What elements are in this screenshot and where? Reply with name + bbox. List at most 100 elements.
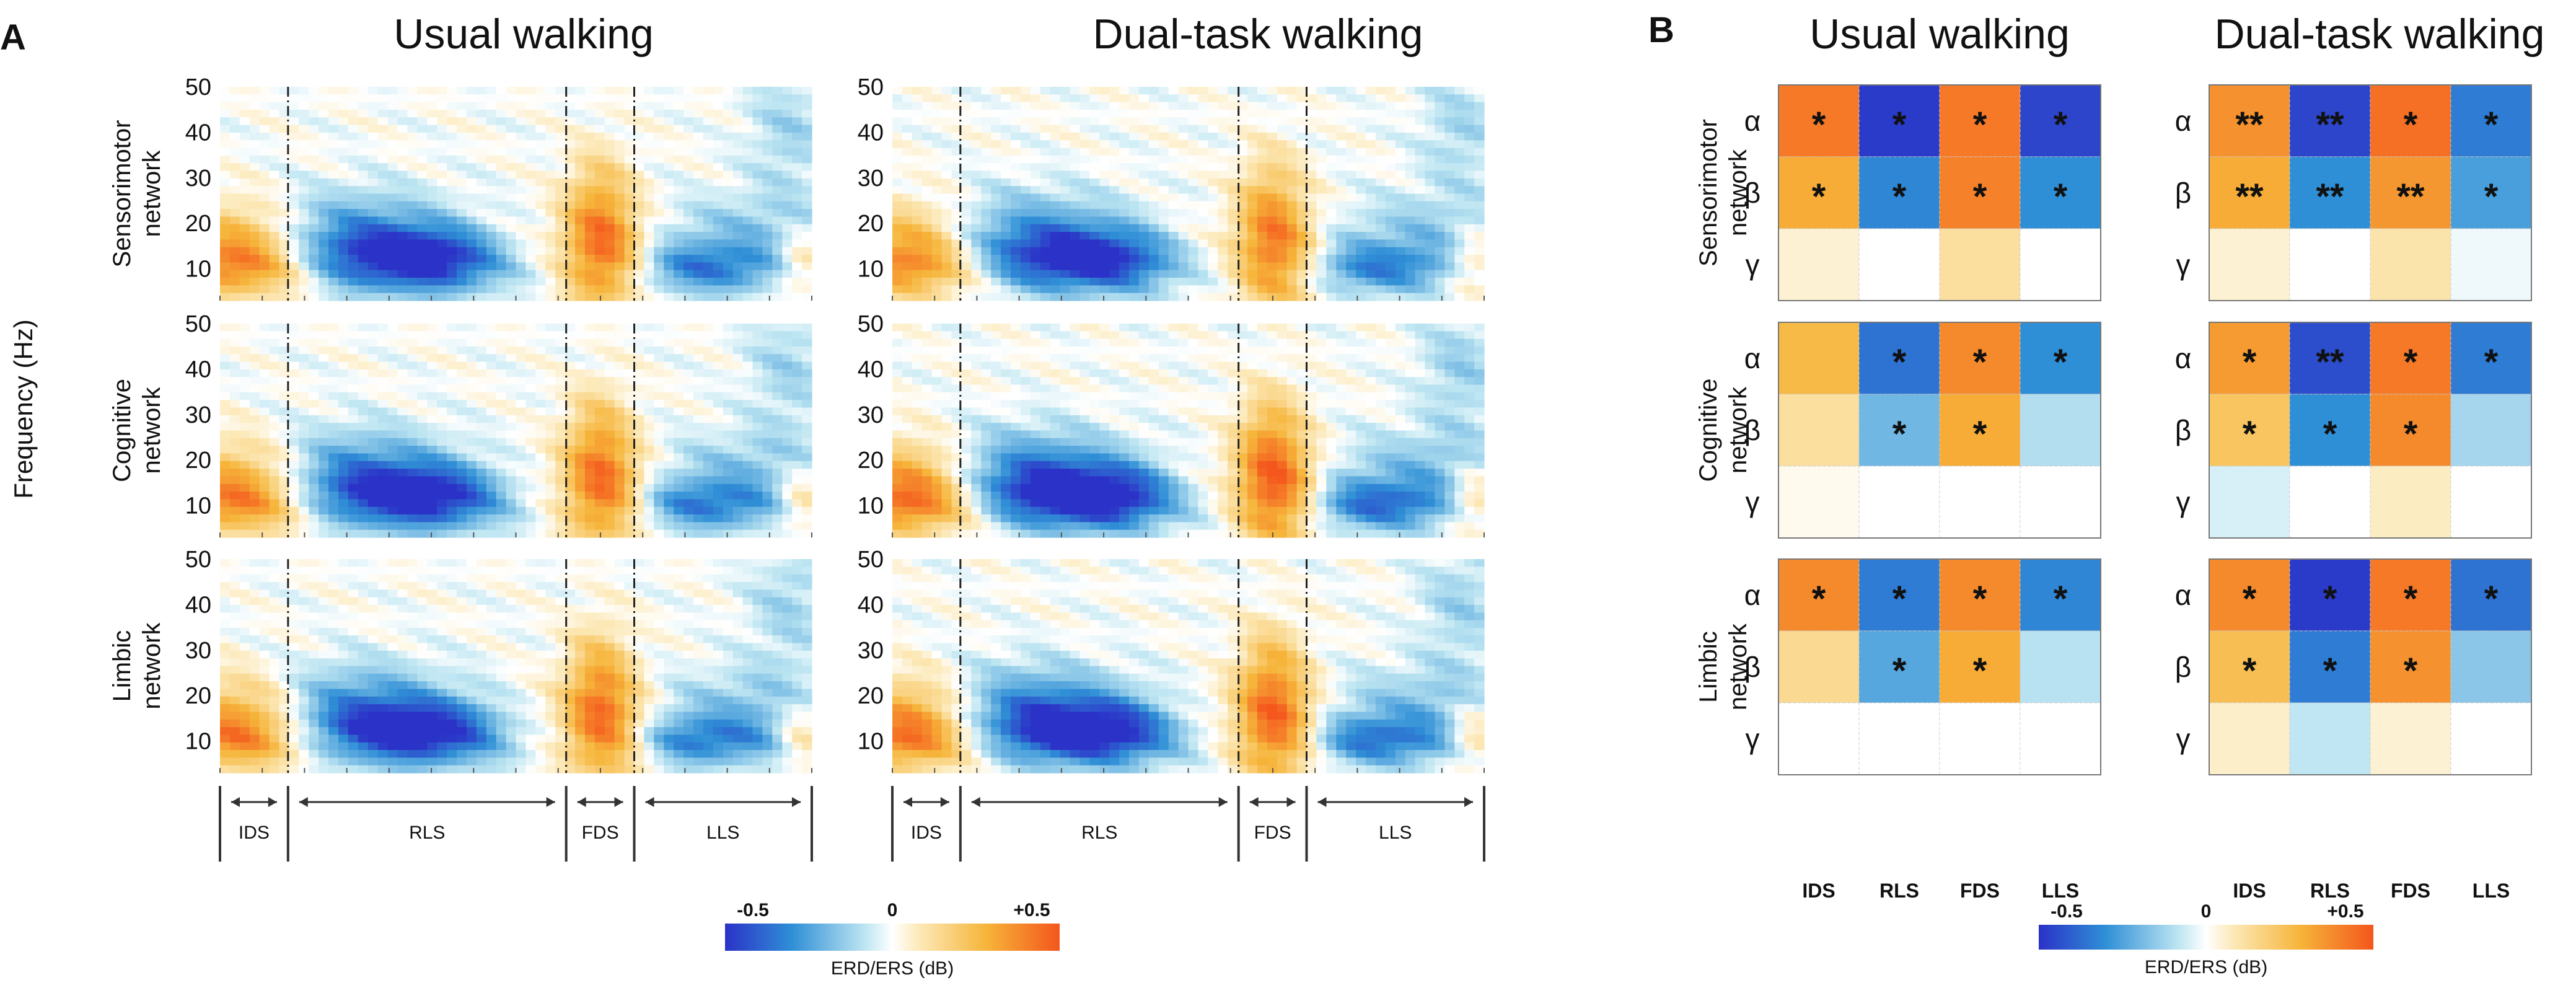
y-tick-label: 50	[858, 74, 884, 100]
significance-marker: *	[1892, 579, 1907, 619]
arrow-head	[1464, 797, 1473, 807]
matrix-cell	[1778, 156, 1860, 229]
matrix-cell	[1939, 465, 2021, 539]
matrix-cell	[1778, 84, 1860, 157]
band-label: α	[2175, 105, 2192, 137]
matrix-cell	[2020, 702, 2101, 775]
significance-marker: *	[1973, 105, 1987, 145]
matrix-cell	[1778, 558, 1860, 632]
matrix-cell	[2020, 630, 2101, 704]
significance-marker: **	[2396, 177, 2425, 217]
y-tick-label: 40	[185, 592, 211, 618]
matrix-phase-label: RLS	[2310, 880, 2350, 902]
colorbar-mid-label: 0	[2201, 901, 2212, 922]
band-label: β	[2175, 414, 2191, 446]
matrix-cell	[2450, 322, 2532, 395]
y-tick-label: 10	[185, 729, 211, 755]
arrow-head	[940, 797, 949, 807]
arrow-head	[546, 797, 555, 807]
significance-marker: *	[2404, 342, 2418, 382]
significance-marker: *	[1973, 651, 1987, 691]
arrow-head	[645, 797, 654, 807]
significance-marker: *	[2484, 579, 2499, 619]
band-label: γ	[2176, 723, 2191, 755]
significance-marker: *	[1812, 579, 1826, 619]
matrix-cell	[1939, 322, 2021, 395]
band-label: α	[2175, 342, 2192, 374]
panel-a-y-axis-label: Frequency (Hz)	[9, 319, 38, 498]
matrix-cell	[2209, 702, 2290, 775]
band-label: β	[1744, 651, 1761, 683]
matrix-cell	[1858, 465, 1940, 539]
y-tick-label: 30	[185, 638, 211, 664]
y-tick-label: 30	[858, 165, 884, 192]
matrix-frame	[2209, 322, 2532, 539]
panel-a-row-label: Sensorimotor	[108, 120, 136, 268]
phase-label: FDS	[582, 823, 619, 843]
phase-brackets-usual: IDS RLS FDS LLS	[219, 786, 813, 862]
significance-marker: *	[2484, 342, 2499, 382]
matrix-cell	[2370, 394, 2451, 467]
y-tick-label: 10	[858, 257, 884, 283]
panel-a-row-label: Limbic	[108, 630, 136, 702]
spectrogram-usual-sensorimotor	[219, 87, 812, 301]
matrix-dual-limbic: * * * * * * *	[2209, 558, 2532, 775]
matrix-cell	[2370, 630, 2451, 704]
matrix-cell	[2209, 465, 2290, 539]
matrix-frame	[1778, 84, 2101, 301]
phase-label: RLS	[1081, 823, 1117, 843]
panel-a-letter: A	[0, 17, 26, 58]
matrix-dual-sensorimotor: ** ** * *** ** ** *	[2209, 84, 2532, 301]
band-label: γ	[1746, 486, 1760, 518]
matrix-usual-limbic: * * * * * *	[1778, 558, 2101, 775]
significance-marker: *	[2054, 342, 2068, 382]
significance-marker: *	[1973, 579, 1987, 619]
matrix-cell	[2370, 558, 2451, 632]
significance-marker: *	[1892, 651, 1907, 691]
matrix-frame	[2209, 84, 2532, 301]
y-tick-label: 50	[858, 311, 884, 337]
matrix-frame	[1778, 558, 2101, 775]
y-tick-label: 20	[858, 683, 884, 709]
matrix-cell	[1939, 156, 2021, 229]
matrix-phase-label: RLS	[1879, 880, 1919, 902]
y-tick-label: 10	[185, 257, 211, 283]
phase-label: RLS	[409, 823, 445, 843]
significance-marker: *	[1812, 105, 1826, 145]
panel-b-row-label: network	[1725, 386, 1752, 474]
significance-marker: *	[2323, 414, 2337, 454]
matrix-cell	[2370, 84, 2451, 157]
significance-marker: *	[2323, 579, 2337, 619]
matrix-cell	[2020, 465, 2101, 539]
colorbar-mid-label: 0	[887, 900, 898, 920]
band-label: γ	[1746, 723, 1760, 755]
panel-a-row-label: Cognitive	[108, 379, 136, 482]
spectrogram-usual-cognitive	[219, 324, 812, 538]
panel-b-title-usual: Usual walking	[1809, 11, 2070, 58]
matrix-phase-label: LLS	[2473, 880, 2510, 902]
significance-marker: **	[2235, 105, 2264, 145]
significance-marker: *	[2404, 651, 2418, 691]
matrix-cell	[2020, 156, 2101, 229]
panel-a-row-label: network	[138, 149, 165, 237]
matrix-cell	[2289, 322, 2371, 395]
significance-marker: *	[1892, 177, 1907, 217]
colorbar-min-label: -0.5	[737, 900, 769, 920]
significance-marker: *	[2404, 105, 2418, 145]
matrix-cell	[2020, 228, 2101, 301]
matrix-usual-sensorimotor: * * * * * * * *	[1778, 84, 2101, 301]
y-tick-label: 40	[858, 356, 884, 382]
matrix-dual-cognitive: * ** * ** * *	[2209, 322, 2532, 539]
colorbar-max-label: +0.5	[1013, 900, 1050, 920]
significance-marker: *	[2404, 414, 2418, 454]
matrix-usual-cognitive: * * * * *	[1778, 322, 2101, 539]
matrix-phase-label: LLS	[2042, 880, 2079, 902]
significance-marker: *	[2243, 651, 2257, 691]
panel-b-title-dual: Dual-task walking	[2215, 11, 2545, 58]
y-tick-label: 50	[858, 547, 884, 573]
matrix-cell	[1858, 228, 1940, 301]
y-tick-label: 10	[858, 493, 884, 519]
colorbar-gradient	[725, 924, 1060, 951]
